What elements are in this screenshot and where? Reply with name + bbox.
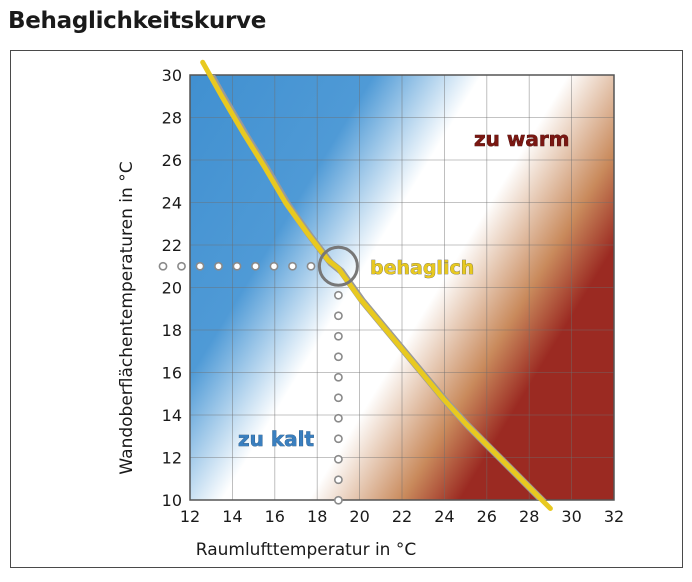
x-axis-ticks: 12 14 16 18 20 22 24 26 28 30 32 [180, 507, 624, 526]
y-tick-label: 16 [162, 364, 182, 383]
comfort-curve [200, 59, 553, 511]
guide-dot [333, 331, 343, 341]
y-tick-label: 28 [162, 109, 182, 128]
guide-dot [232, 261, 242, 271]
chart-title: Behaglichkeitskurve [8, 8, 267, 34]
x-tick-label: 26 [477, 507, 497, 526]
y-tick-label: 18 [162, 321, 182, 340]
guide-dot [306, 261, 316, 271]
x-tick-label: 14 [222, 507, 242, 526]
label-behaglich: behaglich [370, 257, 474, 279]
guide-dot [333, 352, 343, 362]
y-tick-label: 26 [162, 151, 182, 170]
guide-dot [158, 261, 168, 271]
guide-dot [333, 290, 343, 300]
y-tick-label: 12 [162, 449, 182, 468]
chart-frame [10, 50, 683, 568]
guide-dot [333, 393, 343, 403]
x-tick-label: 20 [349, 507, 369, 526]
y-axis-ticks: 10 12 14 16 18 20 22 24 26 28 30 [162, 66, 182, 510]
region-label-kalt: zu kalt [238, 427, 314, 451]
y-tick-label: 24 [162, 194, 182, 213]
guide-dot [214, 261, 223, 271]
y-tick-label: 10 [162, 491, 182, 510]
y-axis-label: Wandoberflächentemperaturen in °C [117, 161, 137, 474]
x-tick-label: 24 [434, 507, 454, 526]
x-axis-label: Raumlufttemperatur in °C [196, 540, 417, 560]
guide-dot [269, 261, 279, 271]
guide-dot [251, 261, 260, 271]
x-tick-label: 30 [561, 507, 581, 526]
guide-dot [333, 434, 343, 444]
x-tick-label: 12 [180, 507, 200, 526]
guide-dot [333, 475, 343, 485]
guide-dot [288, 261, 297, 271]
y-tick-label: 14 [162, 406, 182, 425]
guide-dot [333, 495, 343, 505]
region-label-warm: zu warm [474, 127, 570, 151]
guide-dot [333, 454, 343, 464]
guide-dots [158, 261, 343, 505]
guide-dot [333, 372, 343, 382]
comfort-marker-circle [317, 245, 359, 287]
guide-dot [177, 261, 186, 271]
x-tick-label: 28 [519, 507, 539, 526]
x-tick-label: 22 [392, 507, 412, 526]
guide-dot [195, 261, 205, 271]
guide-dot [333, 413, 343, 423]
y-tick-label: 20 [162, 279, 182, 298]
x-tick-label: 16 [265, 507, 285, 526]
x-tick-label: 32 [604, 507, 624, 526]
guide-dot [333, 311, 343, 321]
x-tick-label: 18 [307, 507, 327, 526]
y-tick-label: 22 [162, 236, 182, 255]
y-tick-label: 30 [162, 66, 182, 85]
plot-border [189, 74, 615, 501]
